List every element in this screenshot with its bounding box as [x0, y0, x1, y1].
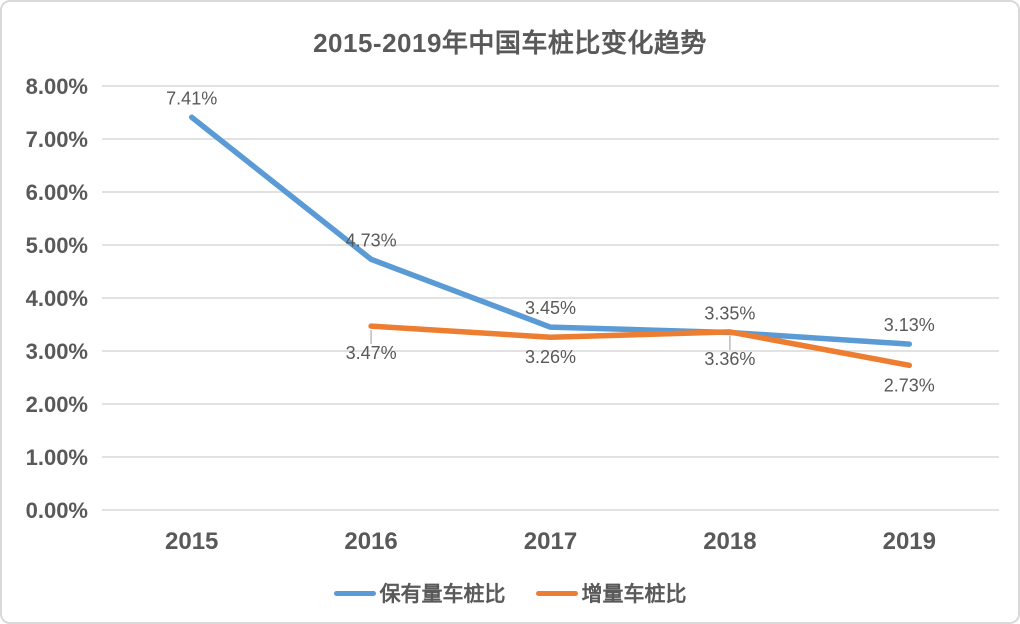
- y-tick-label: 6.00%: [26, 180, 88, 205]
- legend-label-incremental: 增量车桩比: [581, 583, 687, 606]
- legend-line-swatch-incremental: [535, 590, 578, 596]
- x-axis-label: 2017: [524, 528, 577, 555]
- data-label: 3.45%: [525, 298, 576, 318]
- data-label: 3.26%: [525, 347, 576, 367]
- series-line-incremental: [368, 323, 913, 369]
- data-label: 4.73%: [346, 230, 397, 250]
- data-label: 7.41%: [166, 88, 217, 108]
- y-tick-label: 8.00%: [26, 74, 88, 99]
- x-axis-label: 2019: [883, 528, 936, 555]
- x-axis-label: 2016: [344, 528, 397, 555]
- data-label: 3.13%: [884, 315, 935, 335]
- legend-label-ownership: 保有量车桩比: [379, 583, 506, 606]
- legend-item-incremental-ratio: 增量车桩比: [535, 578, 687, 608]
- y-tick-label: 1.00%: [26, 445, 88, 470]
- legend: 保有量车桩比 增量车桩比: [2, 578, 1018, 608]
- y-tick-label: 7.00%: [26, 127, 88, 152]
- y-tick-label: 3.00%: [26, 339, 88, 364]
- data-label: 2.73%: [884, 375, 935, 395]
- data-label: 3.47%: [346, 343, 397, 363]
- legend-line-swatch-ownership: [333, 590, 376, 596]
- data-label: 3.36%: [704, 349, 755, 369]
- y-tick-label: 2.00%: [26, 392, 88, 417]
- legend-item-ownership-ratio: 保有量车桩比: [333, 578, 506, 608]
- y-tick-label: 0.00%: [26, 498, 88, 523]
- chart-title: 2015-2019年中国车桩比变化趋势: [313, 28, 707, 58]
- x-axis-label: 2018: [703, 528, 756, 555]
- x-axis-label: 2015: [165, 528, 218, 555]
- series-line-ownership: [188, 114, 913, 347]
- data-label: 3.35%: [704, 303, 755, 323]
- y-tick-label: 4.00%: [26, 286, 88, 311]
- y-tick-label: 5.00%: [26, 233, 88, 258]
